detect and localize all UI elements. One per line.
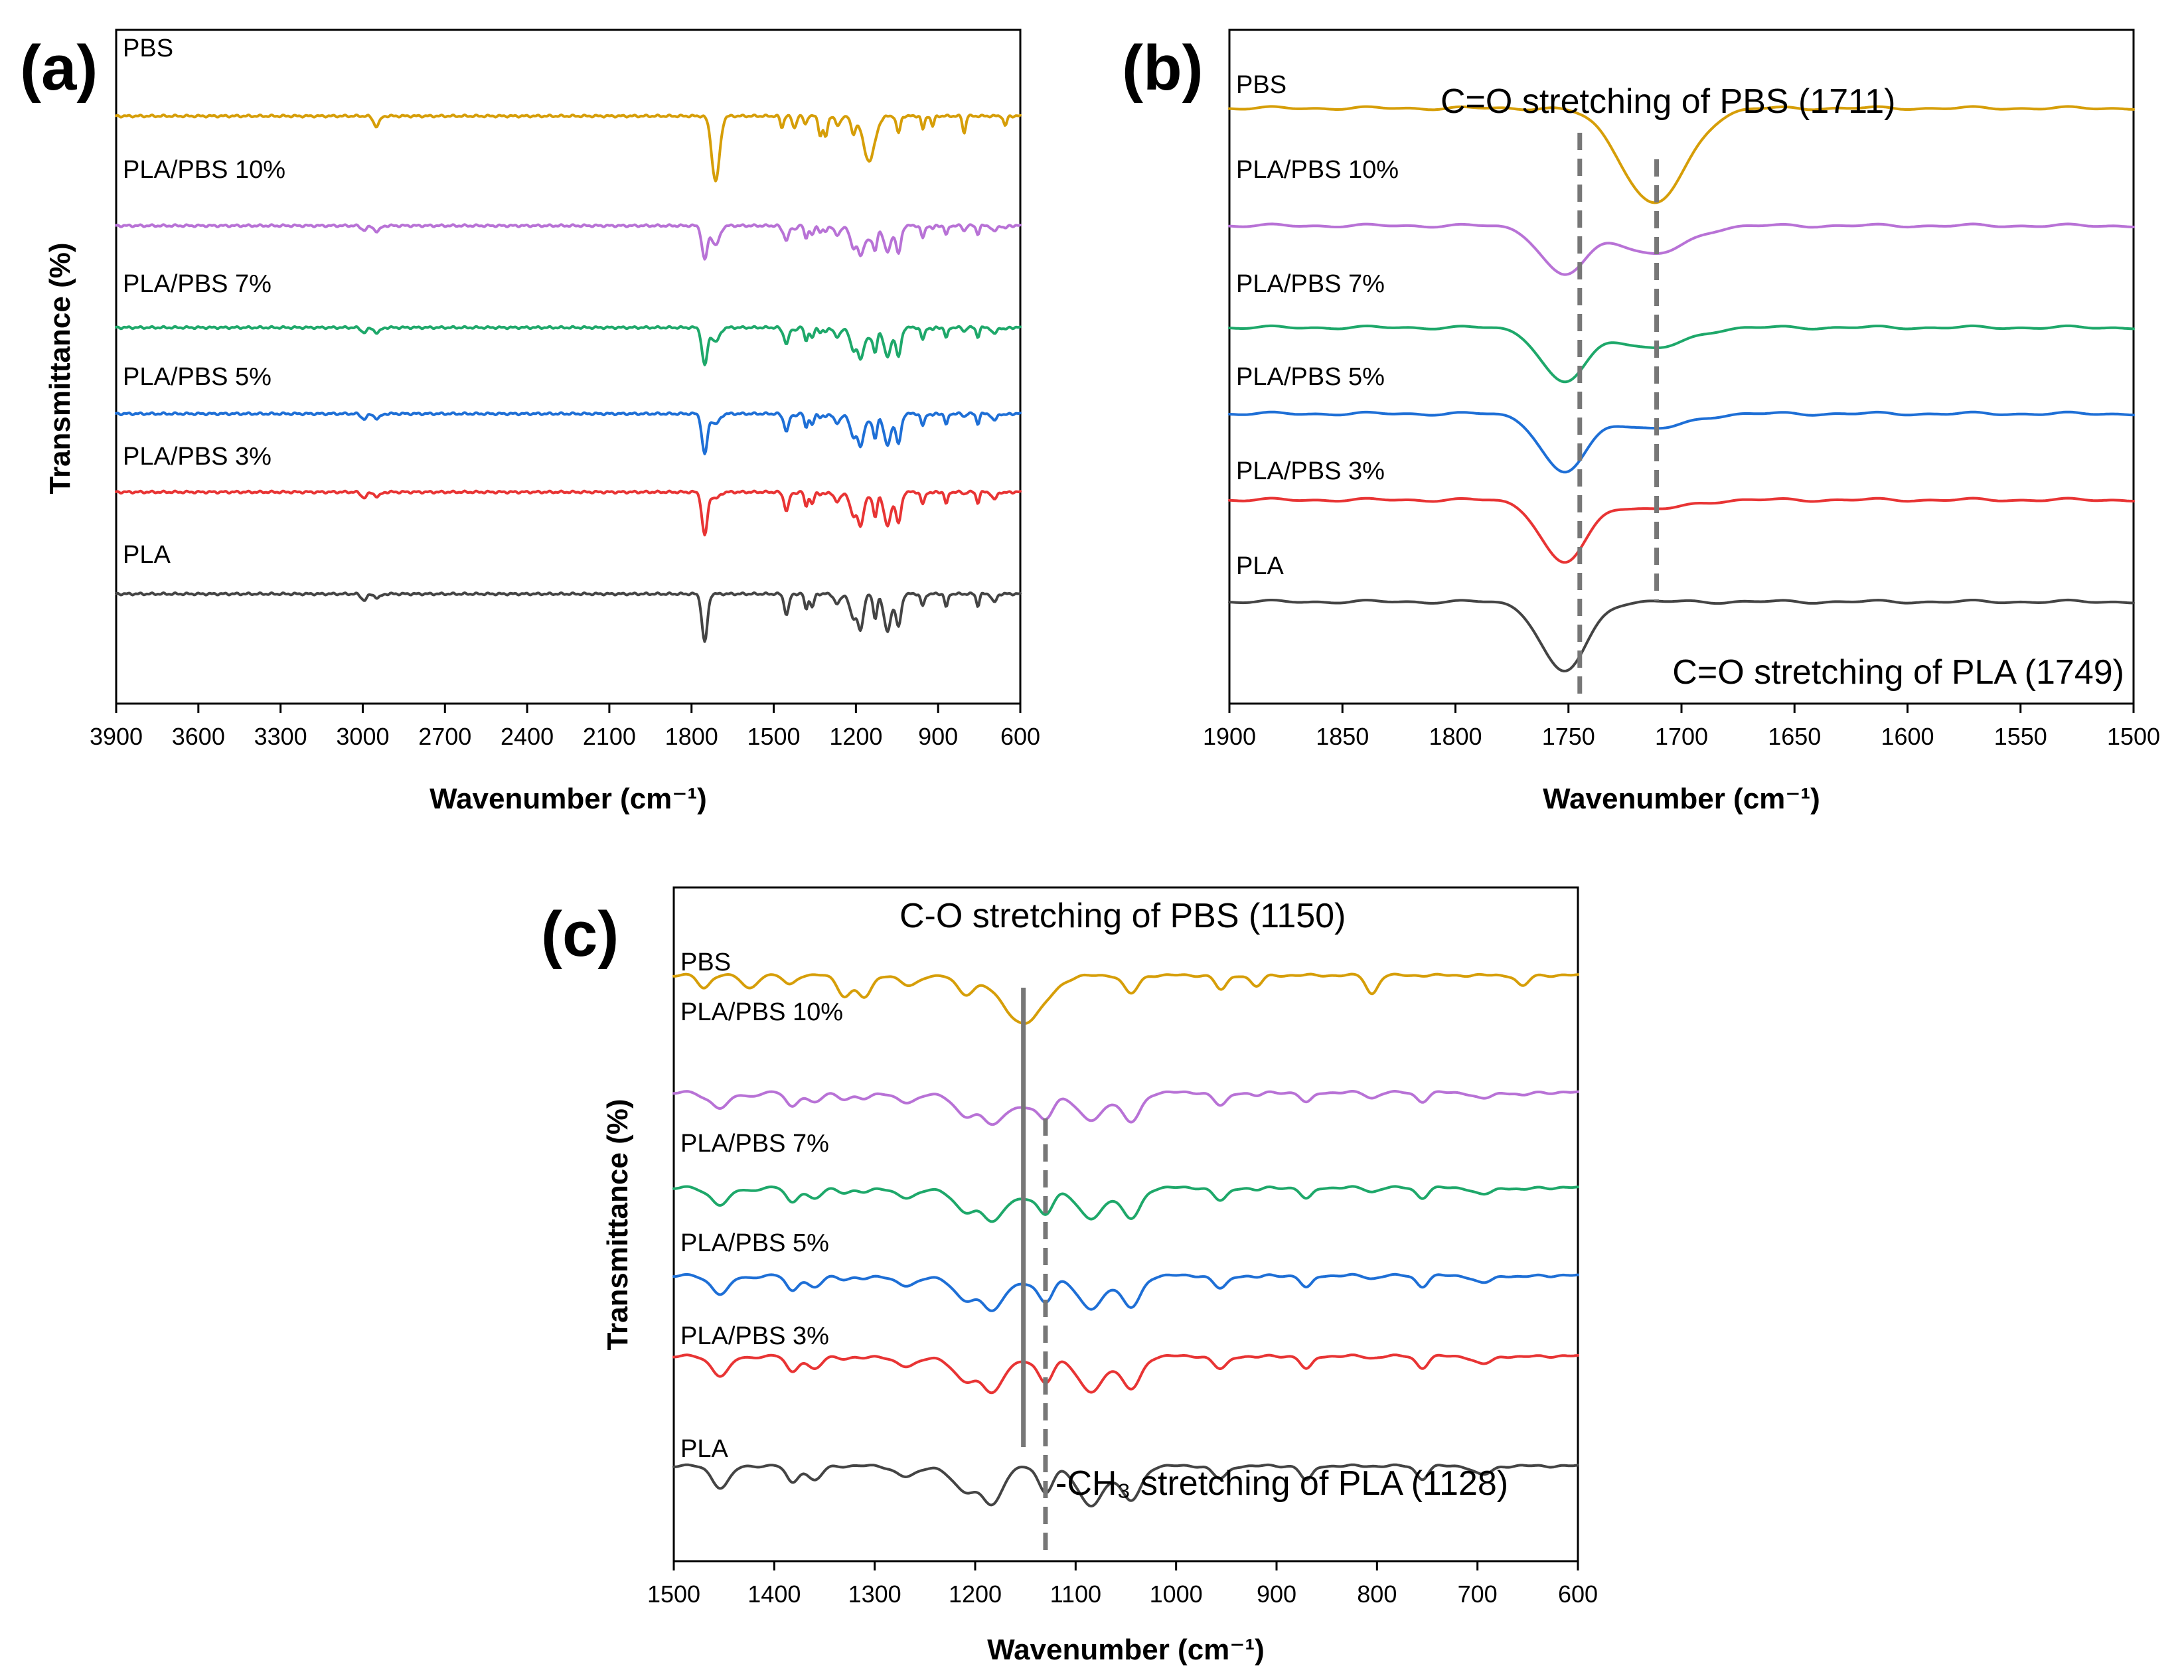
panel-c-series-pbs: [672, 972, 1579, 1025]
panel-a-series-pla-pbs-5: [115, 411, 1022, 455]
panel-c-tick-label-900: 900: [1257, 1580, 1296, 1608]
panel-b-series-label-pbs: PBS: [1236, 71, 1287, 99]
panel-a-tick-label-600: 600: [1000, 723, 1040, 750]
panel-c-tick-label-1200: 1200: [949, 1580, 1002, 1608]
panel-b-series-label-pla-pbs-3: PLA/PBS 3%: [1236, 457, 1385, 485]
panel-a: (a) PBS PLA/PBS 10% PLA/PBS 7% PLA/PBS 5% PL…: [20, 29, 1040, 815]
panel-c-markers: [1021, 988, 1048, 1557]
panel-c-tick-label-1300: 1300: [848, 1580, 901, 1608]
panel-c-series-pla: [672, 1463, 1579, 1507]
panel-b-annotation-pla: C=O stretching of PLA (1749): [1672, 653, 2124, 692]
panel-a-series: PBS PLA/PBS 10% PLA/PBS 7% PLA/PBS 5% PLA/PB…: [115, 35, 1022, 643]
panel-a-tick-label-1500: 1500: [747, 723, 800, 750]
panel-c-tick-label-1000: 1000: [1150, 1580, 1203, 1608]
panel-b-tick-label-1600: 1600: [1881, 723, 1934, 750]
panel-b-series-pla: [1228, 598, 2135, 672]
panel-c-tick-label-800: 800: [1357, 1580, 1397, 1608]
panel-c-series-label-pla-pbs-5: PLA/PBS 5%: [680, 1229, 829, 1257]
panel-c-letter: (c): [541, 899, 619, 970]
panel-b-series-label-pla-pbs-7: PLA/PBS 7%: [1236, 270, 1385, 298]
panel-b-series-pla-pbs-10: [1228, 222, 2135, 276]
panel-a-series-label-pbs: PBS: [123, 35, 173, 62]
panel-a-series-pla: [115, 591, 1022, 643]
panel-a-series-label-pla-pbs-3: PLA/PBS 3%: [123, 443, 272, 471]
panel-a-x-axis-label: Wavenumber (cm⁻¹): [429, 783, 707, 815]
panel-b-tick-label-1700: 1700: [1655, 723, 1708, 750]
panel-b-series-pla-pbs-5: [1228, 410, 2135, 474]
panel-a-series-pla-pbs-7: [115, 325, 1022, 366]
panel-c-series-label-pla-pbs-7: PLA/PBS 7%: [680, 1130, 829, 1158]
panel-a-tick-label-3000: 3000: [336, 723, 389, 750]
panel-b-series: PBS PLA/PBS 10% PLA/PBS 7% PLA/PBS 5% PLA/PB…: [1228, 71, 2135, 672]
panel-a-x-ticks: 3900 3600 3300 3000 2700 2400 2100 1800 1500 1200…: [90, 704, 1040, 750]
panel-c-tick-label-1100: 1100: [1050, 1580, 1101, 1608]
panel-c-series: PBS PLA/PBS 10% PLA/PBS 7% PLA/PBS 5% PLA/PB…: [672, 949, 1579, 1507]
panel-a-y-axis-label: Transmittance (%): [44, 243, 76, 495]
panel-c-tick-label-600: 600: [1558, 1580, 1598, 1608]
panel-c-series-pla-pbs-7: [672, 1185, 1579, 1223]
panel-a-letter: (a): [20, 33, 98, 104]
panel-c-series-label-pla-pbs-3: PLA/PBS 3%: [680, 1322, 829, 1350]
panel-a-tick-label-2400: 2400: [501, 723, 554, 750]
panel-b-tick-label-1850: 1850: [1316, 723, 1369, 750]
panel-b-series-pbs: [1228, 105, 2135, 204]
panel-a-tick-label-900: 900: [918, 723, 958, 750]
panel-b-series-label-pla-pbs-5: PLA/PBS 5%: [1236, 363, 1385, 391]
panel-c-series-pla-pbs-10: [672, 1090, 1579, 1126]
panel-b-series-pla-pbs-3: [1228, 496, 2135, 564]
panel-b-series-pla-pbs-7: [1228, 324, 2135, 384]
panel-c-series-label-pla-pbs-10: PLA/PBS 10%: [680, 998, 843, 1026]
panel-c-series-pla-pbs-5: [672, 1272, 1579, 1312]
panel-b-tick-label-1750: 1750: [1542, 723, 1595, 750]
panel-b-annotation-pbs: C=O stretching of PBS (1711): [1441, 82, 1895, 121]
panel-b-tick-label-1550: 1550: [1994, 723, 2047, 750]
panel-b-tick-label-1800: 1800: [1429, 723, 1482, 750]
panel-b-series-label-pla: PLA: [1236, 552, 1284, 580]
panel-c-annotation-pla: -CH₃ stretching of PLA (1128): [1055, 1464, 1508, 1503]
panel-a-tick-label-1800: 1800: [665, 723, 718, 750]
panel-a-tick-label-3600: 3600: [172, 723, 225, 750]
panel-b-tick-label-1650: 1650: [1768, 723, 1821, 750]
panel-c-annotation-pbs: C-O stretching of PBS (1150): [899, 897, 1346, 935]
panel-b-x-ticks: 1900 1850 1800 1750 1700 1650 1600 1550 1500: [1203, 704, 2160, 750]
panel-a-frame: [115, 29, 1022, 705]
panel-c-y-axis-label: Transmittance (%): [601, 1099, 634, 1351]
panel-a-tick-label-3900: 3900: [90, 723, 143, 750]
panel-a-series-pbs: [115, 114, 1022, 183]
panel-c-series-label-pbs: PBS: [680, 949, 731, 976]
panel-a-series-label-pla-pbs-5: PLA/PBS 5%: [123, 363, 272, 391]
panel-c-tick-label-700: 700: [1458, 1580, 1498, 1608]
panel-b-x-axis-label: Wavenumber (cm⁻¹): [1543, 783, 1820, 815]
panel-b-tick-label-1900: 1900: [1203, 723, 1256, 750]
panel-b: (b) PBS PLA/PBS 10% PLA/PBS 7% PLA/PBS 5% PL…: [1122, 29, 2160, 815]
panel-c-series-label-pla: PLA: [680, 1435, 728, 1463]
panel-a-tick-label-3300: 3300: [254, 723, 307, 750]
panel-b-markers: [1577, 133, 1660, 697]
panel-b-letter: (b): [1122, 33, 1204, 104]
panel-c-frame: [672, 886, 1579, 1563]
panel-a-series-pla-pbs-3: [115, 489, 1022, 537]
panel-c-x-axis-label: Wavenumber (cm⁻¹): [987, 1634, 1265, 1666]
panel-a-series-label-pla-pbs-10: PLA/PBS 10%: [123, 156, 285, 184]
panel-b-series-label-pla-pbs-10: PLA/PBS 10%: [1236, 156, 1399, 184]
panel-a-tick-label-2700: 2700: [418, 723, 471, 750]
panel-c-tick-label-1400: 1400: [747, 1580, 801, 1608]
panel-b-tick-label-1500: 1500: [2107, 723, 2160, 750]
panel-a-series-label-pla-pbs-7: PLA/PBS 7%: [123, 270, 272, 298]
panel-a-tick-label-2100: 2100: [583, 723, 636, 750]
panel-a-series-label-pla: PLA: [123, 541, 171, 569]
panel-c: (c) PBS PLA/PBS 10% PLA/PBS 7% PLA/PBS 5% PL…: [541, 886, 1598, 1666]
panel-c-x-ticks: 1500 1400 1300 1200 1100 1000 900 800 700 600: [647, 1561, 1598, 1608]
panel-c-tick-label-1500: 1500: [647, 1580, 700, 1608]
panel-a-series-pla-pbs-10: [115, 223, 1022, 261]
panel-c-series-pla-pbs-3: [672, 1353, 1579, 1395]
panel-a-tick-label-1200: 1200: [829, 723, 882, 750]
